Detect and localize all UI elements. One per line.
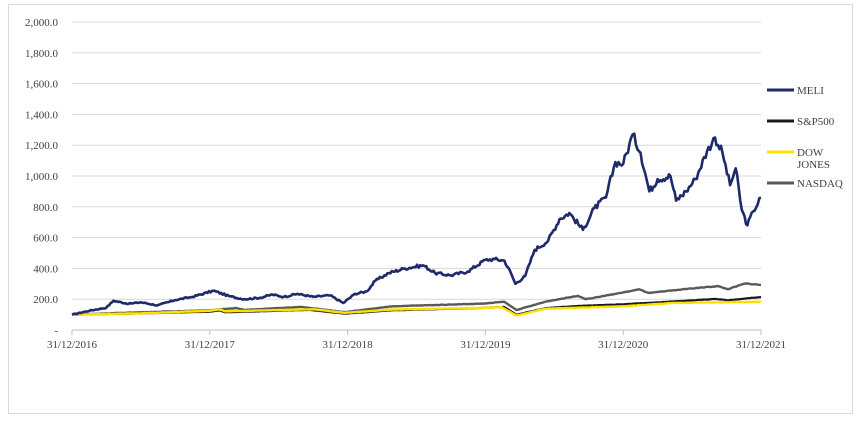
x-tick-label: 31/12/2017 (185, 339, 236, 351)
x-tick-label: 31/12/2016 (47, 339, 98, 351)
y-tick-label: 1,600.0 (25, 79, 59, 91)
x-tick-label: 31/12/2019 (460, 339, 511, 351)
y-tick-label: 800.0 (33, 202, 58, 214)
y-tick-label: 200.0 (33, 294, 58, 306)
legend-label: S&P500 (797, 116, 835, 128)
x-tick-label: 31/12/2018 (323, 339, 374, 351)
y-tick-label: 2,000.0 (25, 17, 59, 29)
y-tick-label: 1,400.0 (25, 109, 59, 121)
legend-item-meli: MELI (767, 85, 824, 97)
series-lines (71, 132, 762, 317)
y-tick-label: 1,200.0 (25, 140, 59, 152)
x-tick-label: 31/12/2021 (736, 339, 786, 351)
legend-item-s-p500: S&P500 (767, 116, 835, 128)
y-tick-label: 400.0 (33, 263, 58, 275)
legend: MELI S&P500 DOW JONES NASDAQ (767, 85, 843, 190)
y-tick-label: 1,800.0 (25, 48, 59, 60)
legend-label: MELI (797, 85, 824, 97)
legend-label: DOW JONES (797, 147, 830, 171)
gridlines (72, 21, 761, 300)
y-tick-label: - (54, 325, 58, 337)
series-line-dow-jones (72, 300, 761, 317)
legend-item-nasdaq: NASDAQ (767, 178, 843, 190)
axes: - 200.0 400.0 600.0 800.0 1,000.0 1,200.0 1,400… (25, 17, 786, 351)
series-line-meli (71, 132, 762, 316)
chart-frame (8, 4, 853, 414)
legend-item-dow-jones: DOW JONES (767, 147, 830, 171)
legend-label: NASDAQ (797, 178, 843, 190)
y-tick-label: 1,000.0 (25, 171, 59, 183)
y-tick-label: 600.0 (33, 233, 58, 245)
x-tick-label: 31/12/2020 (598, 339, 649, 351)
